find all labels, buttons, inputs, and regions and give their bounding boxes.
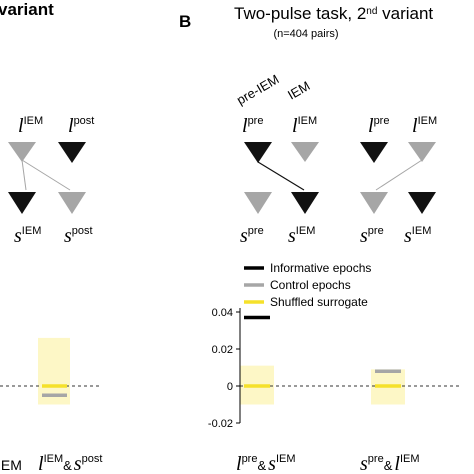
b2-bottom-left-label: spre <box>360 225 384 247</box>
left-triangle-bottom-right <box>58 192 86 214</box>
left-triangle-top-right <box>58 142 86 163</box>
y-tick-label: 0 <box>227 381 233 393</box>
right-chart: 0.04 0.02 0 -0.02 <box>208 307 460 430</box>
annot-pre-iem: pre-IEM <box>234 71 282 107</box>
legend-label-control: Control epochs <box>270 278 351 292</box>
left-node-bottom-right-label: spost <box>64 225 93 247</box>
b2-bottom-right-label: sIEM <box>404 225 431 247</box>
left-triangle-bottom-left <box>8 192 36 214</box>
y-tick-label: -0.02 <box>208 418 233 430</box>
left-chart <box>0 337 100 405</box>
left-xtick-2: lIEM& spost <box>38 453 102 474</box>
legend: Informative epochs Control epochs Shuffl… <box>244 261 371 309</box>
left-link-1 <box>21 159 71 191</box>
left-title-fragment: variant <box>0 0 54 19</box>
panel-b-label: B <box>179 12 191 31</box>
b2-link <box>375 159 423 191</box>
right-xtick-1: lpre& sIEM <box>236 453 296 474</box>
left-node-top-left-label: lIEM <box>18 115 43 137</box>
b1-bottom-right-label: sIEM <box>288 225 315 247</box>
b1-link <box>257 161 305 191</box>
b2-triangle-bottom-right <box>408 192 436 214</box>
panel-b-title: Two-pulse task, 2nd variant <box>234 4 433 23</box>
y-tick-label: 0.04 <box>212 307 233 319</box>
left-xtick-fragment: IEM <box>0 457 22 473</box>
b1-top-left-label: lpre <box>242 115 263 137</box>
annot-iem: IEM <box>285 78 313 103</box>
b2-top-left-label: lpre <box>368 115 389 137</box>
left-shuffled-band <box>38 337 70 405</box>
b2-top-right-label: lIEM <box>412 115 437 137</box>
b1-triangle-bottom-right <box>291 192 319 214</box>
b1-top-right-label: lIEM <box>292 115 317 137</box>
panel-b-subtitle: (n=404 pairs) <box>273 28 338 40</box>
right-xtick-2: spre& lIEM <box>360 453 420 474</box>
b1-triangle-top-left <box>244 142 272 163</box>
b1-triangle-top-right <box>291 142 319 162</box>
b1-triangle-bottom-left <box>244 192 272 214</box>
b1-bottom-left-label: spre <box>240 225 264 247</box>
left-node-bottom-left-label: sIEM <box>14 225 41 247</box>
y-tick-label: 0.02 <box>212 344 233 356</box>
b2-triangle-top-left <box>360 142 388 163</box>
left-triangle-top-left <box>8 142 36 162</box>
b2-triangle-top-right <box>408 142 436 162</box>
left-link-2 <box>21 159 27 191</box>
left-node-top-right-label: lpost <box>68 115 94 137</box>
legend-label-shuffled: Shuffled surrogate <box>270 295 368 309</box>
legend-label-informative: Informative epochs <box>270 261 371 275</box>
b2-triangle-bottom-left <box>360 192 388 214</box>
